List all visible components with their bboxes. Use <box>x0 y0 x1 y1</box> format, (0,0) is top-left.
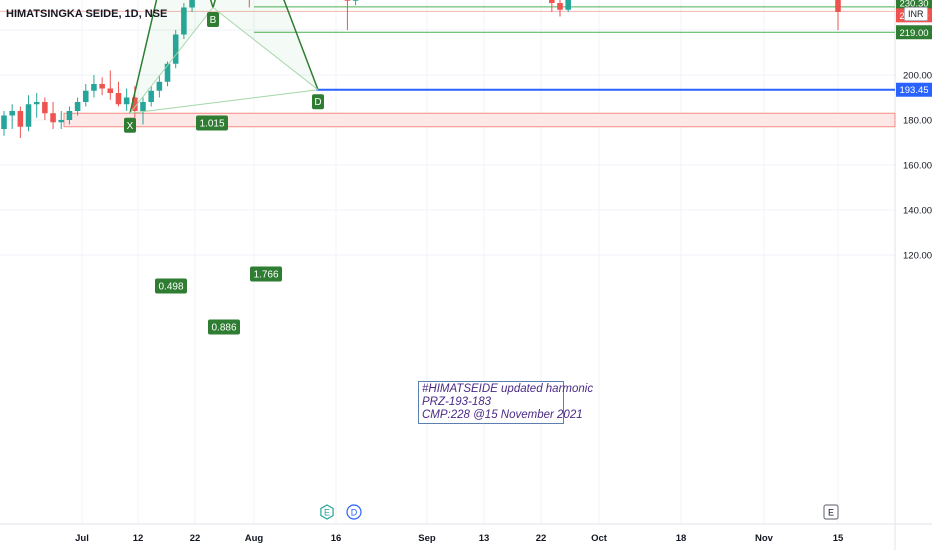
ratio-label-bg <box>196 115 228 131</box>
candle-body <box>82 90 89 102</box>
candle-body <box>107 88 114 93</box>
candle-body <box>115 93 122 105</box>
candle-body <box>164 63 171 82</box>
candle-body <box>352 0 359 1</box>
candle-body <box>99 84 105 89</box>
candle-body <box>66 111 73 120</box>
candle-body <box>33 102 40 105</box>
x-tick-label: Sep <box>418 533 436 544</box>
pattern-leg <box>129 0 158 114</box>
x-tick-label: 18 <box>676 533 687 544</box>
candle-body <box>25 104 32 127</box>
ratio-label: 0.886 <box>211 323 236 334</box>
x-tick-label: 16 <box>331 533 342 544</box>
y-tick-label: 180.00 <box>903 116 932 127</box>
x-tick-label: 15 <box>833 533 844 544</box>
prz-zone <box>63 112 896 128</box>
x-tick-label: 12 <box>133 533 144 544</box>
pattern-point-d: D <box>314 97 321 108</box>
x-tick-label: Nov <box>755 533 774 544</box>
dividend-marker: D <box>351 508 358 518</box>
earnings-marker-2-shape[interactable] <box>823 504 839 520</box>
x-tick-label: Oct <box>591 533 608 544</box>
x-tick-label: Jul <box>75 533 89 544</box>
candle-body <box>189 0 195 8</box>
candle-body <box>140 102 146 111</box>
candle-body <box>172 34 179 64</box>
candle-body <box>42 102 48 114</box>
y-tick-label: 120.00 <box>903 251 932 262</box>
bcd-triangle <box>213 0 318 90</box>
candle-body <box>181 7 187 35</box>
ratio-label-bg <box>155 278 187 294</box>
candle-body <box>132 97 138 111</box>
candle-body <box>549 0 555 3</box>
ratio-label-bg <box>208 319 240 335</box>
y-tick-label: 140.00 <box>903 206 932 217</box>
candle-body <box>9 111 15 116</box>
x-tick-label: Aug <box>245 533 264 544</box>
pattern-point-x-bg <box>124 117 136 133</box>
candle-body <box>1 115 7 129</box>
price-tag-label: 219.00 <box>899 28 928 39</box>
candle-body <box>58 120 65 123</box>
chart-title: HIMATSINGKA SEIDE, 1D, NSE <box>6 8 168 20</box>
x-tick-label: 22 <box>536 533 547 544</box>
ratio-line-bd <box>212 7 319 91</box>
price-tag-bg <box>896 25 932 40</box>
candle-body <box>91 84 97 91</box>
pattern-point-b-bg <box>207 12 219 27</box>
candle-body <box>344 0 351 1</box>
price-tag-bg <box>896 0 932 10</box>
ratio-line-xd <box>129 89 319 114</box>
earnings-marker: E <box>324 508 330 518</box>
price-tag-label: 193.45 <box>899 85 928 96</box>
dividend-marker-shape[interactable] <box>346 504 362 520</box>
candle-body <box>565 0 571 10</box>
ratio-label: 1.015 <box>199 119 224 130</box>
annotation-line-3: CMP:228 @15 November 2021 <box>422 409 583 421</box>
x-tick-label: 22 <box>190 533 201 544</box>
candle-body <box>50 113 56 123</box>
pattern-point-x: X <box>127 121 134 132</box>
annotation-line-1: #HIMATSEIDE updated harmonic <box>422 383 594 395</box>
price-tag-label: 230.30 <box>899 0 928 9</box>
earnings-marker-shape[interactable] <box>320 504 334 520</box>
xab-triangle <box>130 0 213 114</box>
pattern-leg <box>283 0 319 91</box>
x-tick-label: 13 <box>479 533 490 544</box>
candle-body <box>123 97 130 105</box>
candle-body <box>148 90 154 102</box>
candle-body <box>156 81 163 91</box>
pattern-point-b: B <box>210 15 217 26</box>
candle-body <box>557 3 563 10</box>
currency-label[interactable]: INR <box>904 7 928 21</box>
pattern-point-d-bg <box>312 94 324 110</box>
y-tick-label: 200.00 <box>903 71 932 82</box>
ratio-label: 1.766 <box>253 270 278 281</box>
price-tag-bg <box>896 82 932 97</box>
ratio-label-bg <box>250 266 282 282</box>
annotation-line-2: PRZ-193-183 <box>422 396 492 408</box>
ratio-label: 0.498 <box>158 282 183 293</box>
candle-body <box>17 111 24 127</box>
candle-body <box>74 102 81 111</box>
annotation-box: #HIMATSEIDE updated harmonic PRZ-193-183… <box>418 381 594 424</box>
candle-body <box>835 0 841 12</box>
y-tick-label: 160.00 <box>903 161 932 172</box>
earnings-marker-2: E <box>828 508 834 518</box>
ratio-line-xb <box>129 7 214 114</box>
